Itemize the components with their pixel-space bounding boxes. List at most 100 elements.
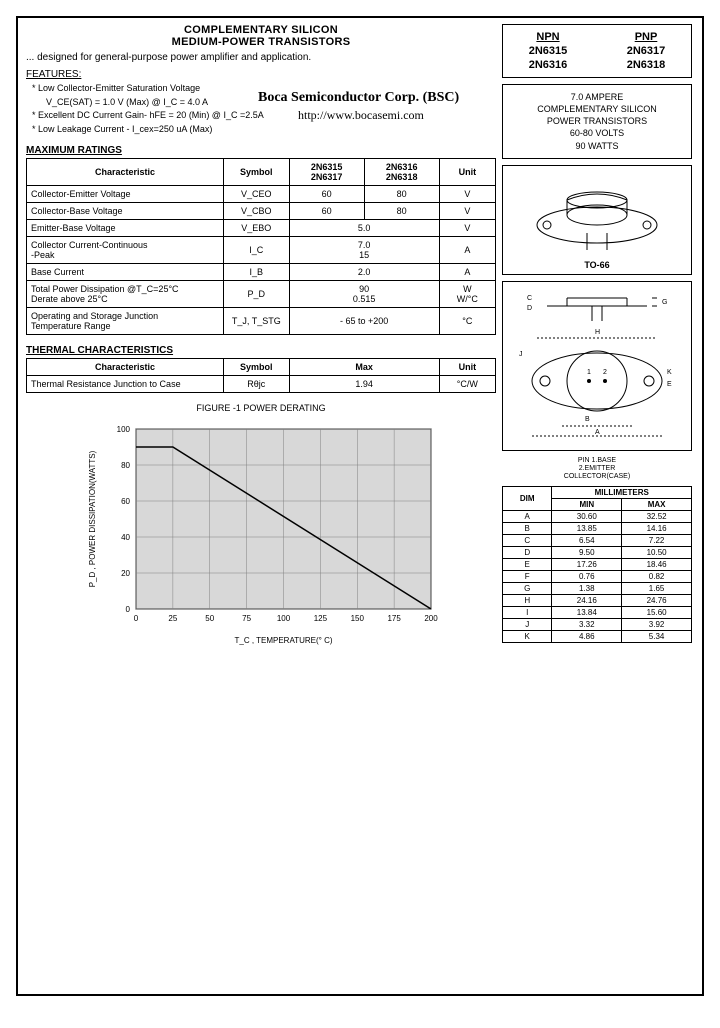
cell: K <box>503 630 552 642</box>
npn-header: NPN <box>509 31 587 43</box>
th-char: Characteristic <box>27 359 224 376</box>
cell: 2.0 <box>289 264 439 281</box>
cell: Collector-Base Voltage <box>27 203 224 220</box>
svg-text:50: 50 <box>205 614 214 623</box>
svg-text:0: 0 <box>126 605 131 614</box>
feature-3: * Low Leakage Current - I_cex=250 uA (Ma… <box>32 123 496 136</box>
specs-box: 7.0 AMPERE COMPLEMENTARY SILICON POWER T… <box>502 84 692 159</box>
table-row: Collector-Emitter VoltageV_CEO6080V <box>27 186 496 203</box>
cell: 60 <box>289 186 364 203</box>
svg-text:G: G <box>662 299 667 306</box>
th-unit: Unit <box>439 159 495 186</box>
table-row: Collector-Base VoltageV_CBO6080V <box>27 203 496 220</box>
pin-line: 2.EMITTER <box>502 465 692 473</box>
company-name: Boca Semiconductor Corp. (BSC) <box>258 90 459 106</box>
part-number: 2N6316 <box>509 59 587 71</box>
svg-text:25: 25 <box>168 614 177 623</box>
table-row: G1.381.65 <box>503 582 692 594</box>
th-char: Characteristic <box>27 159 224 186</box>
cell: 4.86 <box>552 630 622 642</box>
cell: 6.54 <box>552 534 622 546</box>
cell: J <box>503 618 552 630</box>
max-ratings-table: Characteristic Symbol 2N6315 2N6317 2N63… <box>26 158 496 335</box>
part-numbers-box: NPN PNP 2N6315 2N6317 2N6316 2N6318 <box>502 24 692 78</box>
cell: T_J, T_STG <box>223 308 289 335</box>
pin-line: COLLECTOR(CASE) <box>502 473 692 481</box>
spec-line: 60-80 VOLTS <box>509 127 685 139</box>
cell: I_C <box>223 237 289 264</box>
table-row: Emitter-Base VoltageV_EBO5.0V <box>27 220 496 237</box>
th-c2: 2N6316 2N6318 <box>364 159 439 186</box>
cell: B <box>503 522 552 534</box>
svg-text:60: 60 <box>121 497 130 506</box>
cell: 14.16 <box>622 522 692 534</box>
cell: 80 <box>364 203 439 220</box>
thermal-row: Thermal Resistance Junction to Case Rθjc… <box>27 376 496 393</box>
to66-package-icon <box>507 170 687 255</box>
table-row: F0.760.82 <box>503 570 692 582</box>
cell: 9.50 <box>552 546 622 558</box>
cell: 7.22 <box>622 534 692 546</box>
cell: 5.34 <box>622 630 692 642</box>
cell: 30.60 <box>552 510 622 522</box>
pin-line: PIN 1.BASE <box>502 457 692 465</box>
max-ratings-heading: MAXIMUM RATINGS <box>26 145 496 156</box>
cell: I_B <box>223 264 289 281</box>
title-block: COMPLEMENTARY SILICON MEDIUM-POWER TRANS… <box>26 24 496 48</box>
cell: 5.0 <box>289 220 439 237</box>
cell: I <box>503 606 552 618</box>
cell: Total Power Dissipation @T_C=25°C Derate… <box>27 281 224 308</box>
package-drawing-box: TO-66 <box>502 165 692 275</box>
svg-text:150: 150 <box>351 614 365 623</box>
cell: 3.92 <box>622 618 692 630</box>
svg-text:A: A <box>595 429 600 436</box>
cell: °C/W <box>439 376 495 393</box>
svg-text:C: C <box>527 295 532 302</box>
cell: Collector-Emitter Voltage <box>27 186 224 203</box>
cell: A <box>503 510 552 522</box>
svg-text:H: H <box>595 329 600 336</box>
cell: 80 <box>364 186 439 203</box>
cell: 90 0.515 <box>289 281 439 308</box>
cell: 18.46 <box>622 558 692 570</box>
cell: V_EBO <box>223 220 289 237</box>
cell: 1.38 <box>552 582 622 594</box>
title-line-1: COMPLEMENTARY SILICON <box>26 24 496 36</box>
cell: 13.85 <box>552 522 622 534</box>
cell: Rθjc <box>223 376 289 393</box>
part-number: 2N6318 <box>607 59 685 71</box>
svg-text:75: 75 <box>242 614 251 623</box>
th-sym: Symbol <box>223 159 289 186</box>
svg-text:J: J <box>519 351 523 358</box>
table-row: Total Power Dissipation @T_C=25°C Derate… <box>27 281 496 308</box>
svg-text:20: 20 <box>121 569 130 578</box>
table-row: J3.323.92 <box>503 618 692 630</box>
cell: Base Current <box>27 264 224 281</box>
cell: D <box>503 546 552 558</box>
cell: 0.82 <box>622 570 692 582</box>
cell: 10.50 <box>622 546 692 558</box>
svg-text:P_D , POWER DISSIPATION(WATTS): P_D , POWER DISSIPATION(WATTS) <box>88 451 97 588</box>
cell: 24.16 <box>552 594 622 606</box>
cell: C <box>503 534 552 546</box>
svg-text:E: E <box>667 381 672 388</box>
spec-line: 90 WATTS <box>509 140 685 152</box>
svg-text:B: B <box>585 416 590 423</box>
spec-line: 7.0 AMPERE <box>509 91 685 103</box>
table-row: A30.6032.52 <box>503 510 692 522</box>
svg-text:100: 100 <box>117 425 131 434</box>
cell: A <box>439 237 495 264</box>
th-max: MAX <box>622 498 692 510</box>
table-row: Collector Current-Continuous -PeakI_C7.0… <box>27 237 496 264</box>
pin-note: PIN 1.BASE 2.EMITTER COLLECTOR(CASE) <box>502 457 692 482</box>
cell: 0.76 <box>552 570 622 582</box>
cell: Thermal Resistance Junction to Case <box>27 376 224 393</box>
th-min: MIN <box>552 498 622 510</box>
th-c1: 2N6315 2N6317 <box>289 159 364 186</box>
cell: Emitter-Base Voltage <box>27 220 224 237</box>
cell: Operating and Storage Junction Temperatu… <box>27 308 224 335</box>
table-row: H24.1624.76 <box>503 594 692 606</box>
cell: V <box>439 220 495 237</box>
cell: V_CEO <box>223 186 289 203</box>
svg-text:T_C , TEMPERATURE(° C): T_C , TEMPERATURE(° C) <box>234 636 332 645</box>
